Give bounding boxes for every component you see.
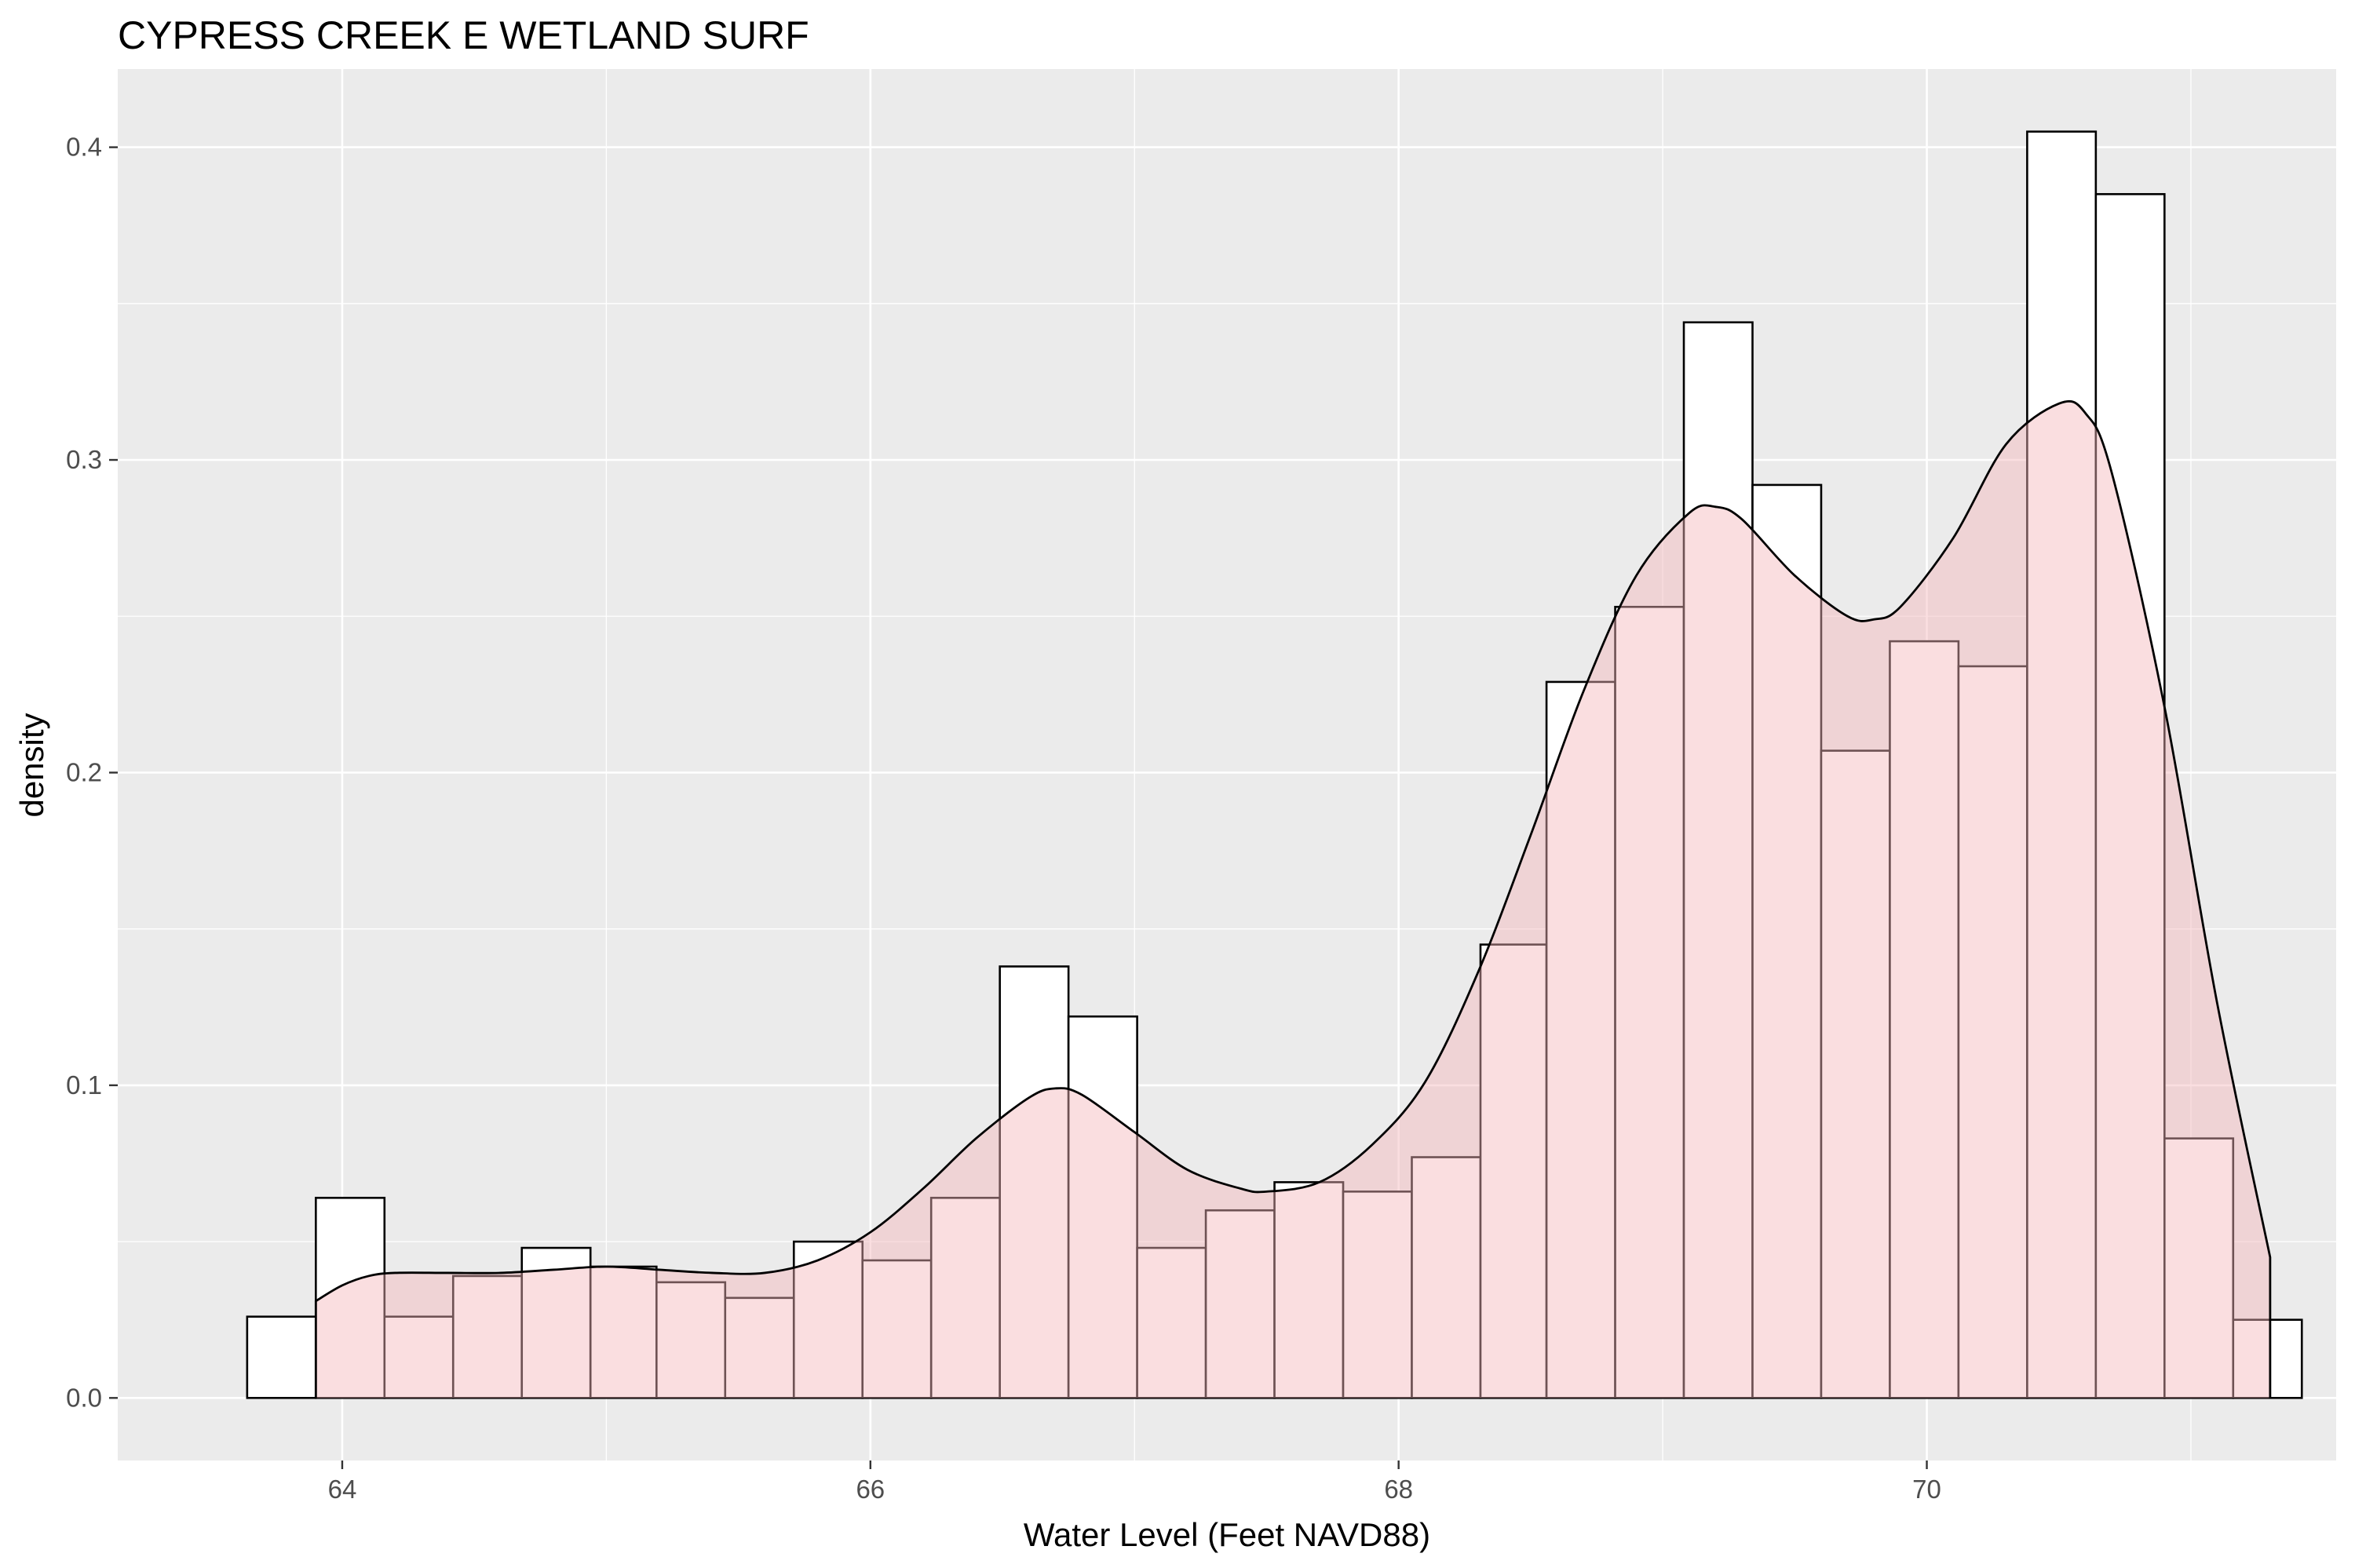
axis-ticks	[109, 146, 1928, 1469]
histogram-bar	[1751, 483, 1823, 1399]
histogram-bar	[1342, 1191, 1413, 1399]
histogram-bar	[1957, 665, 2028, 1399]
histogram-bar	[589, 1265, 658, 1399]
density-area	[316, 401, 2270, 1398]
x-tick-label: 68	[1384, 1475, 1413, 1504]
histogram-bar	[929, 1197, 1001, 1399]
histogram-bars	[246, 130, 2303, 1399]
histogram-bar	[724, 1296, 795, 1399]
histogram-bar	[1067, 1015, 1138, 1399]
histogram-bar	[1136, 1246, 1207, 1399]
histogram-bar	[383, 1315, 455, 1399]
density-layer	[314, 399, 2272, 1398]
x-tick-label: 70	[1912, 1475, 1941, 1504]
y-tick-label: 0.1	[66, 1070, 102, 1099]
histogram-bar	[1479, 943, 1548, 1399]
y-axis-title: density	[13, 713, 50, 817]
histogram-bar	[1411, 1156, 1482, 1399]
histogram-bar	[1273, 1181, 1345, 1399]
y-tick-label: 0.4	[66, 133, 102, 162]
histogram-bar	[2163, 1137, 2235, 1399]
density-curve	[314, 399, 2272, 1398]
x-tick-label: 64	[328, 1475, 357, 1504]
y-tick-label: 0.2	[66, 757, 102, 786]
histogram-bar	[1682, 321, 1754, 1399]
histogram-bar	[999, 965, 1070, 1399]
y-tick-label: 0.0	[66, 1383, 102, 1412]
x-axis-title: Water Level (Feet NAVD88)	[1024, 1516, 1430, 1553]
histogram-bar	[861, 1259, 933, 1399]
histogram-bar	[315, 1197, 386, 1399]
histogram-bar	[1889, 640, 1960, 1399]
histogram-bar	[2232, 1318, 2303, 1399]
histogram-bar	[2026, 130, 2098, 1399]
x-tick-label: 66	[856, 1475, 885, 1504]
histogram-bar	[246, 1315, 317, 1399]
histogram-bar	[1614, 605, 1685, 1399]
x-tick-labels: 64 66 68 70	[328, 1475, 1941, 1504]
histogram-bar	[1545, 680, 1616, 1399]
chart-title: CYPRESS CREEK E WETLAND SURF	[118, 13, 809, 57]
histogram-bar	[2094, 193, 2166, 1399]
y-tick-labels: 0.0 0.1 0.2 0.3 0.4	[66, 133, 102, 1413]
y-tick-label: 0.3	[66, 445, 102, 474]
